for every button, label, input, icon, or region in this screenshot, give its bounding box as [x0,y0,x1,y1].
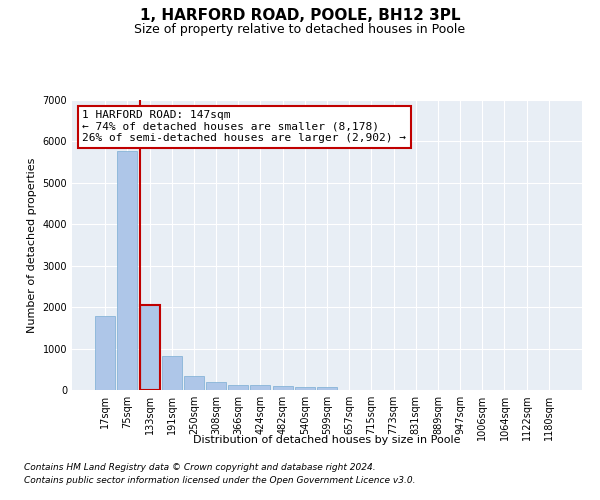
Bar [95,316,115,390]
Text: Distribution of detached houses by size in Poole: Distribution of detached houses by size … [193,435,461,445]
Bar [184,376,204,390]
Bar [118,150,137,390]
Bar [272,386,293,390]
Bar [250,386,271,390]
Bar [162,356,182,390]
Text: Contains HM Land Registry data © Crown copyright and database right 2024.: Contains HM Land Registry data © Crown c… [24,464,376,472]
Bar [228,384,248,390]
Text: Contains public sector information licensed under the Open Government Licence v3: Contains public sector information licen… [24,476,415,485]
Y-axis label: Number of detached properties: Number of detached properties [27,158,37,332]
Text: Size of property relative to detached houses in Poole: Size of property relative to detached ho… [134,22,466,36]
Bar [140,304,160,390]
Bar [206,382,226,390]
Bar [317,387,337,390]
Text: 1, HARFORD ROAD, POOLE, BH12 3PL: 1, HARFORD ROAD, POOLE, BH12 3PL [140,8,460,22]
Text: 1 HARFORD ROAD: 147sqm
← 74% of detached houses are smaller (8,178)
26% of semi-: 1 HARFORD ROAD: 147sqm ← 74% of detached… [82,110,406,144]
Bar [295,387,315,390]
